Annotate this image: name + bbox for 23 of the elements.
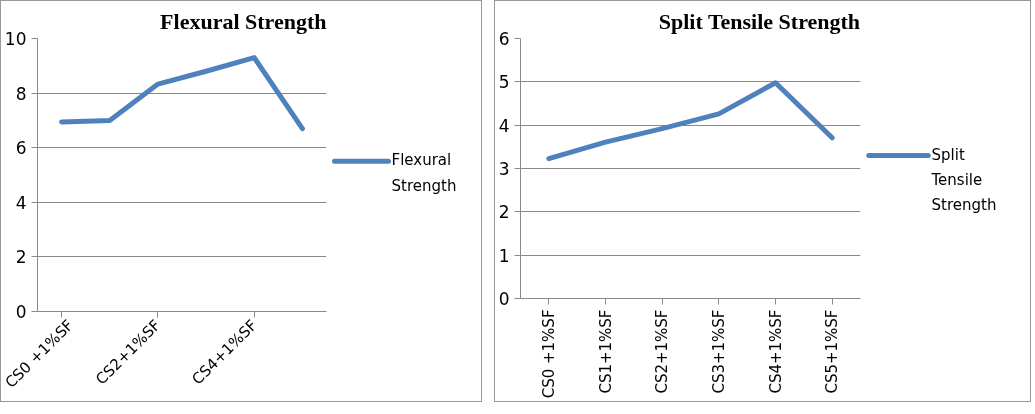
- y-tick-label: 4: [498, 115, 510, 136]
- x-tick-label: CS0 +1%SF: [539, 309, 558, 399]
- y-tick-label: 4: [15, 192, 27, 213]
- y-tick-label: 2: [498, 202, 510, 223]
- y-tick-label: 6: [498, 29, 510, 49]
- x-tick-label: CS1+1%SF: [596, 309, 615, 394]
- x-tick-label: CS5+1%SF: [823, 309, 842, 394]
- chart-title: Flexural Strength: [160, 8, 327, 34]
- legend-label: Split Tensile Strength: [930, 145, 997, 214]
- y-tick-label: 0: [498, 289, 510, 309]
- y-tick-label: 6: [15, 138, 27, 159]
- y-tick-label: 2: [15, 247, 27, 268]
- y-tick-label: 5: [498, 72, 510, 93]
- y-tick-label: 8: [15, 83, 27, 104]
- x-tick-label: CS3+1%SF: [709, 309, 728, 394]
- y-tick-label: 10: [4, 29, 27, 49]
- legend-label: Flexural Strength: [391, 151, 457, 195]
- y-tick-label: 0: [15, 302, 27, 322]
- y-tick-label: 3: [498, 159, 510, 179]
- x-tick-label: CS2+1%SF: [653, 309, 672, 394]
- chart-title: Split Tensile Strength: [658, 8, 861, 34]
- x-tick-label: CS4+1%SF: [766, 309, 785, 394]
- y-tick-label: 1: [498, 245, 510, 266]
